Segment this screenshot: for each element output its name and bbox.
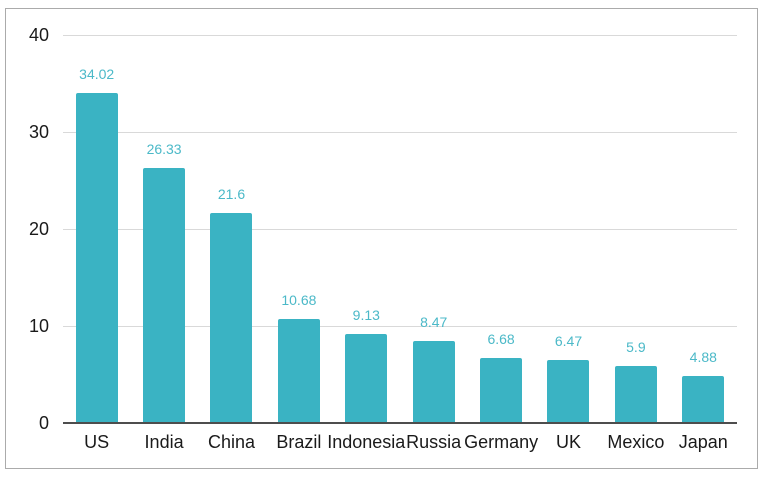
bar [277,319,320,423]
x-category-label: Indonesia [327,432,406,452]
x-category-label: Japan [678,432,728,452]
x-category-label: Mexico [607,432,665,452]
bar-value-label: 5.9 [626,338,646,355]
bar-value-label: 9.13 [352,307,380,324]
bar [547,360,590,423]
bar [345,334,388,423]
bar-column: 6.47 UK [535,35,602,451]
x-category-label: Russia [406,432,462,452]
plot-area: 0 10 20 30 40 34.02 US 26.33 India 21.6 China 10.6… [29,26,737,451]
bar-value-label: 6.68 [487,331,515,348]
bar-value-label: 26.33 [146,140,182,157]
y-tick-label: 40 [28,25,49,45]
y-tick-label: 0 [38,413,49,433]
bar-column: 4.88 Japan [670,35,737,451]
bar-column: 8.47 Russia [400,35,467,451]
bar-column: 34.02 US [63,35,130,451]
gridline [63,326,737,327]
x-category-label: US [84,432,110,452]
x-category-label: Germany [464,432,539,452]
y-tick-label: 30 [28,122,49,142]
x-category-label: China [207,432,255,452]
x-category-label: India [144,432,184,452]
bar-column: 5.9 Mexico [602,35,669,451]
bar [143,167,186,423]
bar-column: 9.13 Indonesia [327,35,405,451]
bar-value-label: 10.68 [281,292,317,309]
bar [75,93,118,423]
y-tick-label: 20 [28,219,49,239]
x-axis-line [63,422,737,424]
bar [480,358,523,423]
bar-value-label: 34.02 [79,66,115,83]
bar-value-label: 21.6 [217,186,246,203]
bar-value-label: 4.88 [689,348,717,365]
bar-column: 26.33 India [130,35,197,451]
bar [614,365,657,423]
bar-column: 21.6 China [198,35,265,451]
bar-column: 6.68 Germany [464,35,538,451]
chart-frame: 0 10 20 30 40 34.02 US 26.33 India 21.6 China 10.6… [5,8,758,469]
x-category-label: Brazil [276,432,322,452]
gridline [63,229,737,230]
bar [412,340,455,423]
bar-column: 10.68 Brazil [265,35,332,451]
gridline [63,35,737,36]
bar-value-label: 6.47 [554,333,583,350]
y-tick-label: 10 [28,316,49,336]
bar [682,375,725,423]
bar [210,213,253,423]
x-category-label: UK [555,432,581,452]
gridline [63,132,737,133]
bar-value-label: 8.47 [420,313,448,330]
